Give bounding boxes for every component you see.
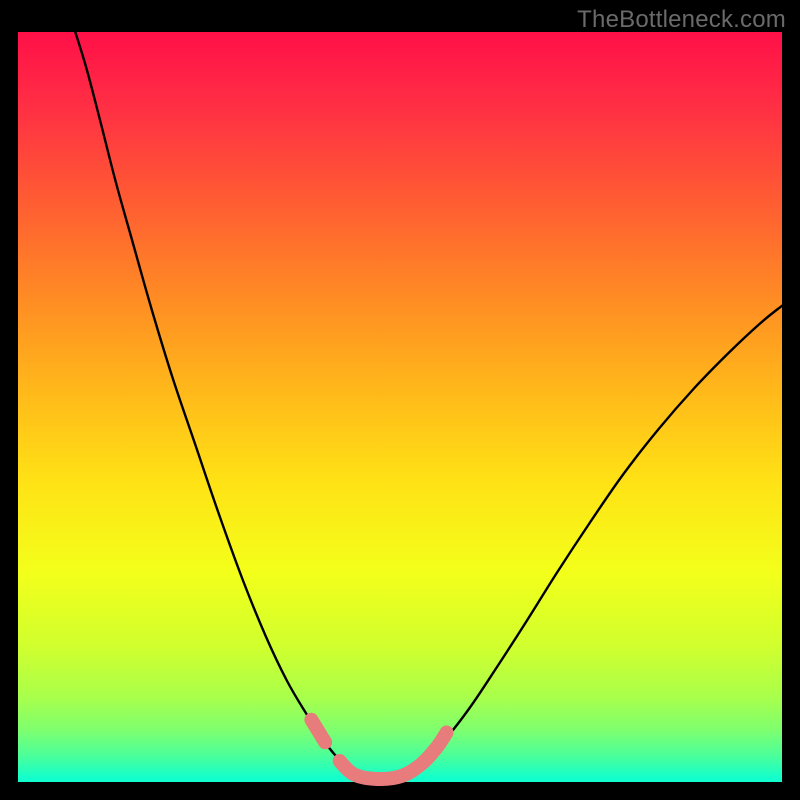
bottleneck-v-curve-chart (0, 0, 800, 800)
chart-gradient-background (18, 32, 782, 782)
bottleneck-chart-container: TheBottleneck.com (0, 0, 800, 800)
